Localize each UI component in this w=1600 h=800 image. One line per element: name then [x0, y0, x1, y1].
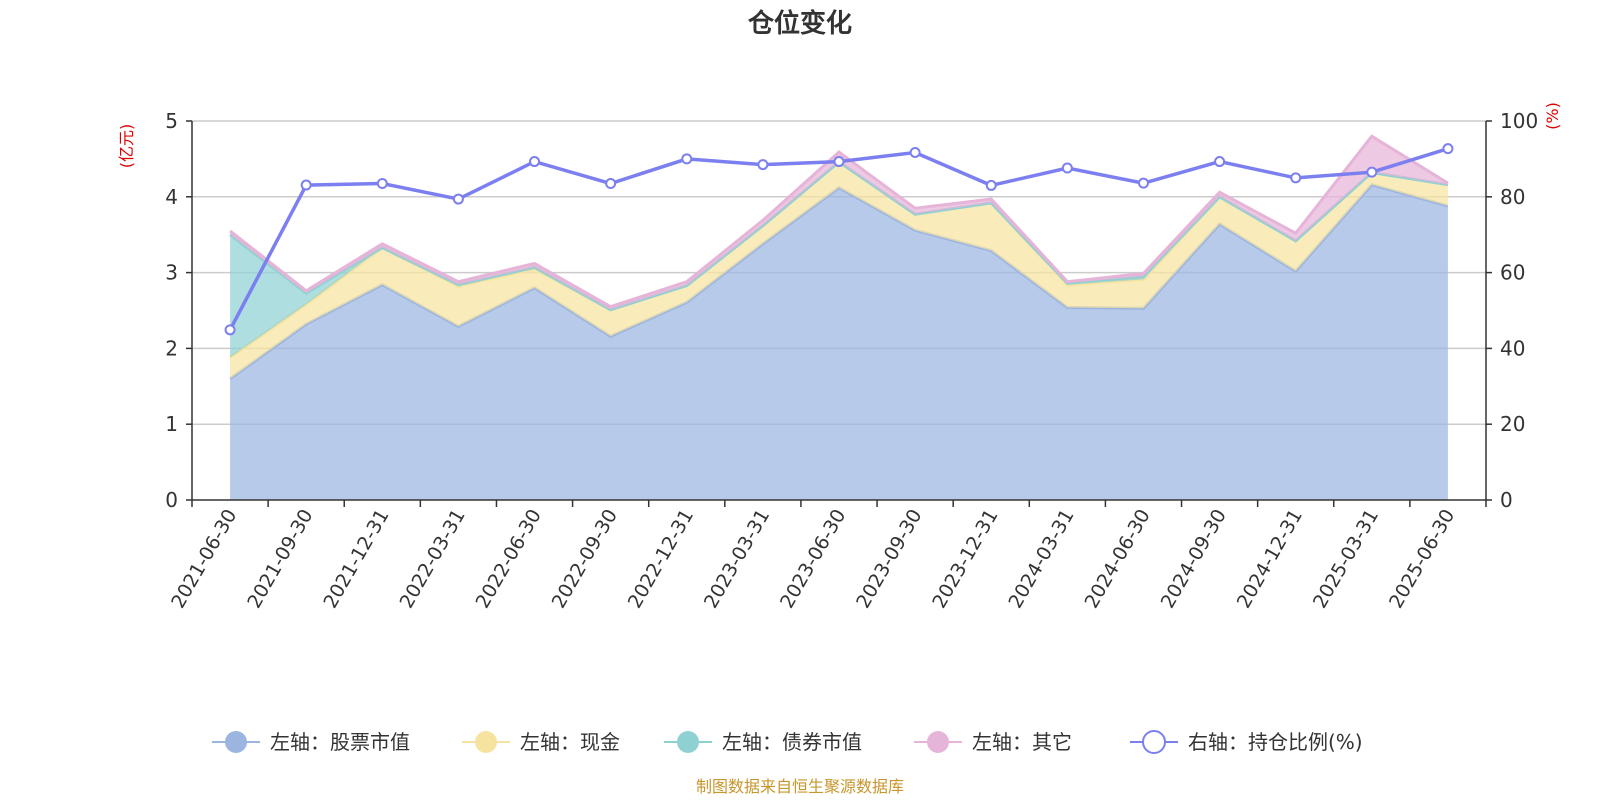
left-tick-label: 5	[165, 109, 178, 133]
ratio-point	[1061, 162, 1073, 174]
source-note: 制图数据来自恒生聚源数据库	[696, 777, 904, 796]
legend-label: 右轴：持仓比例(%)	[1188, 730, 1363, 754]
x-tick-label: 2023-09-30	[852, 506, 926, 613]
ratio-point	[757, 159, 769, 171]
x-tick-label: 2021-12-31	[319, 506, 393, 613]
legend-item-5: 右轴：持仓比例(%)	[1130, 730, 1363, 754]
ratio-point	[833, 156, 845, 168]
x-tick-label: 2023-12-31	[928, 506, 1002, 613]
legend-item-3: 左轴：债券市值	[664, 730, 862, 754]
right-tick-label: 60	[1500, 261, 1525, 285]
ratio-point	[1442, 143, 1454, 155]
legend-marker	[1142, 730, 1166, 754]
holding-ratio-line	[224, 143, 1454, 336]
legend-item-4: 左轴：其它	[914, 730, 1072, 754]
right-tick-label: 100	[1500, 109, 1538, 133]
ratio-point	[376, 178, 388, 190]
left-axis-unit: (亿元)	[117, 124, 136, 169]
ratio-point	[300, 179, 312, 191]
ratio-point	[1366, 166, 1378, 178]
x-tick-label: 2024-12-31	[1233, 506, 1307, 613]
x-tick-label: 2024-06-30	[1081, 506, 1155, 613]
left-tick-label: 4	[165, 185, 178, 209]
x-tick-label: 2025-03-31	[1309, 506, 1383, 613]
ratio-point	[681, 153, 693, 165]
left-tick-label: 2	[165, 336, 178, 360]
right-tick-label: 0	[1500, 488, 1513, 512]
x-tick-label: 2022-03-31	[395, 505, 469, 612]
ratio-point	[452, 193, 464, 205]
x-tick-label: 2024-03-31	[1004, 506, 1078, 613]
left-tick-label: 1	[165, 412, 178, 436]
legend-marker	[475, 731, 497, 753]
x-tick-label: 2022-09-30	[548, 506, 622, 613]
right-tick-label: 80	[1500, 185, 1525, 209]
x-tick-label: 2022-12-31	[624, 506, 698, 613]
left-tick-label: 0	[165, 488, 178, 512]
x-tick-label: 2023-06-30	[776, 506, 850, 613]
x-tick-label: 2025-06-30	[1385, 506, 1459, 613]
left-tick-label: 3	[165, 261, 178, 285]
area-series-1	[230, 184, 1448, 500]
area-line-series-4	[229, 134, 1449, 309]
legend-marker	[927, 731, 949, 753]
chart-title: 仓位变化	[747, 8, 852, 39]
right-tick-label: 20	[1500, 412, 1525, 436]
ratio-point	[605, 178, 617, 190]
x-tick-label: 2021-09-30	[243, 506, 317, 613]
x-tick-label: 2021-06-30	[167, 506, 241, 613]
legend-label: 左轴：现金	[520, 730, 620, 754]
legend-label: 左轴：债券市值	[722, 730, 862, 754]
ratio-point	[909, 146, 921, 158]
ratio-point	[1290, 172, 1302, 184]
legend-label: 左轴：股票市值	[270, 730, 410, 754]
right-tick-label: 40	[1500, 336, 1525, 360]
legend-marker	[225, 731, 247, 753]
legend-marker	[677, 731, 699, 753]
x-tick-label: 2023-03-31	[700, 506, 774, 613]
ratio-point	[1214, 156, 1226, 168]
right-axis-unit: (%)	[1543, 102, 1562, 130]
x-tick-label: 2022-06-30	[472, 506, 546, 613]
ratio-point	[1137, 177, 1149, 189]
legend: 左轴：股票市值 左轴：现金 左轴：债券市值 左轴：其它 右轴：持仓比例(%)	[212, 730, 1363, 754]
legend-label: 左轴：其它	[972, 730, 1072, 754]
legend-item-1: 左轴：股票市值	[212, 730, 410, 754]
ratio-point	[985, 179, 997, 191]
area-series-4	[230, 136, 1448, 310]
x-tick-label: 2024-09-30	[1157, 506, 1231, 613]
legend-item-2: 左轴：现金	[462, 730, 620, 754]
ratio-point	[529, 156, 541, 168]
ratio-point	[224, 324, 236, 336]
